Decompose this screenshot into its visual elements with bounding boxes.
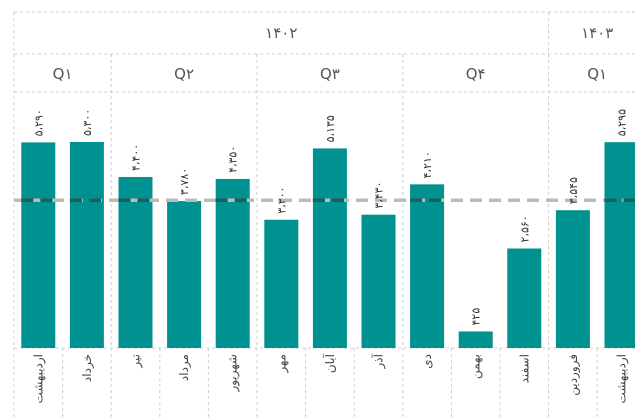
value-label: ۳،۷۸۰: [178, 168, 191, 195]
category-label: شهریور: [226, 354, 241, 393]
category-label: اردیبهشت: [615, 354, 630, 403]
quarter-label: Q۴: [466, 65, 486, 83]
quarter-label: Q۱: [587, 65, 607, 83]
value-label: ۴،۳۵۰: [227, 146, 240, 173]
value-label: ۴،۴۰۰: [130, 144, 143, 171]
value-label: ۳،۴۳۰: [373, 181, 386, 208]
year-label: ۱۴۰۲: [265, 24, 297, 42]
value-label: ۵،۲۹۵: [616, 109, 629, 136]
quarter-label: Q۲: [174, 65, 194, 83]
value-label: ۵،۳۰۰: [81, 109, 94, 136]
category-label: دی: [420, 354, 434, 369]
value-label: ۵،۲۹۰: [32, 109, 45, 136]
year-label: ۱۴۰۳: [581, 24, 613, 42]
category-label: مرداد: [177, 354, 192, 381]
value-label: ۳،۵۴۵: [567, 177, 580, 204]
bar: [21, 142, 56, 348]
category-label: تیر: [129, 354, 144, 369]
value-label: ۵،۱۳۵: [324, 115, 337, 142]
bar: [167, 201, 202, 348]
category-label: بهمن: [469, 354, 484, 379]
bars: [21, 142, 635, 348]
category-labels: اردیبهشت خرداد تیر مرداد شهریور مهر آبان آذر دی ب…: [31, 353, 629, 403]
value-label: ۴۲۵: [470, 308, 483, 326]
category-label: فروردین: [566, 354, 581, 396]
value-label: ۴،۲۱۰: [421, 151, 434, 178]
category-label: خرداد: [80, 354, 95, 382]
quarter-label: Q۱: [53, 65, 73, 83]
category-label: اردیبهشت: [31, 354, 46, 403]
bar: [458, 331, 493, 348]
bar: [312, 148, 347, 348]
category-label: آبان: [322, 353, 337, 373]
value-label: ۳،۳۰۰: [275, 187, 288, 214]
category-label: مهر: [274, 354, 289, 374]
bar: [410, 184, 445, 348]
category-label: اسفند: [517, 354, 531, 383]
period-headers: ۱۴۰۲ ۱۴۰۳ Q۱ Q۲ Q۳ Q۴ Q۱: [53, 24, 614, 83]
bar: [361, 214, 396, 348]
bar: [507, 248, 542, 348]
bar: [555, 210, 590, 348]
bar: [215, 178, 250, 348]
bar: [118, 176, 153, 348]
bar: [264, 219, 299, 348]
quarter-label: Q۳: [320, 65, 340, 83]
value-label: ۲،۵۶۰: [518, 215, 531, 242]
bar: [69, 142, 104, 348]
bar: [604, 142, 635, 348]
grid-lines: [13, 11, 635, 417]
value-labels: ۵،۲۹۰ ۵،۳۰۰ ۴،۴۰۰ ۳،۷۸۰ ۴،۳۵۰ ۳،۳۰۰ ۵،۱۳۵ ۳،۴۳۰…: [32, 109, 628, 326]
category-label: آذر: [371, 353, 387, 369]
